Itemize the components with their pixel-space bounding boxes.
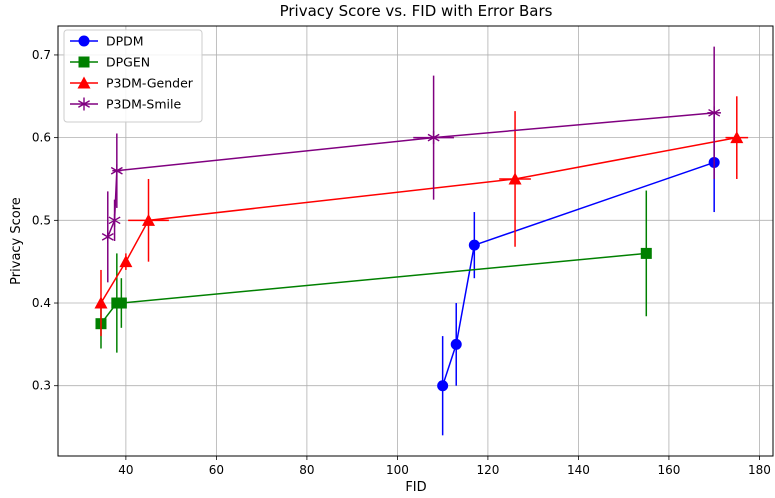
data-point bbox=[468, 239, 480, 251]
legend-marker bbox=[78, 97, 90, 111]
y-tick-label: 0.3 bbox=[32, 379, 51, 393]
x-axis-label: FID bbox=[405, 480, 426, 495]
legend-label: DPDM bbox=[106, 34, 144, 49]
legend-marker bbox=[78, 35, 90, 47]
x-tick-label: 160 bbox=[657, 463, 680, 477]
data-point bbox=[640, 247, 652, 259]
legend-label: DPGEN bbox=[106, 55, 150, 70]
y-tick-label: 0.5 bbox=[32, 213, 51, 227]
x-tick-label: 60 bbox=[209, 463, 224, 477]
data-point bbox=[730, 131, 744, 144]
data-point bbox=[115, 297, 127, 309]
legend-item: P3DM-Smile bbox=[70, 97, 181, 112]
series-p3dm-gender bbox=[94, 96, 749, 337]
y-tick-label: 0.4 bbox=[32, 296, 51, 310]
x-tick-label: 180 bbox=[748, 463, 771, 477]
series-line bbox=[100, 252, 647, 325]
legend-label: P3DM-Smile bbox=[106, 97, 181, 112]
legend-item: DPGEN bbox=[70, 55, 150, 70]
y-axis-label: Privacy Score bbox=[9, 197, 24, 285]
data-point bbox=[108, 213, 121, 227]
y-tick-label: 0.7 bbox=[32, 48, 51, 62]
legend-item: P3DM-Gender bbox=[70, 76, 194, 91]
data-point bbox=[101, 230, 114, 244]
plot-frame bbox=[57, 25, 774, 457]
chart-title: Privacy Score vs. FID with Error Bars bbox=[280, 2, 553, 20]
series-dpdm bbox=[437, 112, 720, 436]
series-line bbox=[107, 112, 715, 238]
data-point bbox=[94, 296, 108, 309]
series-line bbox=[441, 161, 715, 386]
data-point bbox=[508, 172, 522, 185]
data-point bbox=[450, 338, 462, 350]
data-point bbox=[142, 213, 156, 226]
data-point bbox=[427, 131, 440, 145]
legend-label: P3DM-Gender bbox=[106, 76, 194, 91]
legend: DPDM DPGEN P3DM-Gender P3DM-Smile bbox=[63, 29, 203, 123]
data-point bbox=[708, 106, 721, 120]
legend-box bbox=[63, 29, 203, 123]
axis-ticks: 40 60 80 100 120 140 160 180 0.3 0.4 0.5 0.6 0.7 bbox=[32, 48, 771, 477]
data-point bbox=[437, 380, 449, 392]
legend-item: DPDM bbox=[70, 34, 144, 49]
series-dpgen bbox=[95, 190, 652, 353]
legend-marker bbox=[78, 56, 90, 68]
x-tick-label: 120 bbox=[476, 463, 499, 477]
x-tick-label: 100 bbox=[386, 463, 409, 477]
series-p3dm-smile bbox=[101, 46, 721, 283]
legend-marker bbox=[77, 76, 91, 89]
y-tick-label: 0.6 bbox=[32, 131, 51, 145]
x-tick-label: 40 bbox=[118, 463, 133, 477]
series-layer bbox=[94, 46, 749, 436]
data-point bbox=[110, 164, 123, 178]
x-tick-label: 80 bbox=[299, 463, 314, 477]
data-point bbox=[119, 255, 133, 268]
x-tick-label: 140 bbox=[567, 463, 590, 477]
